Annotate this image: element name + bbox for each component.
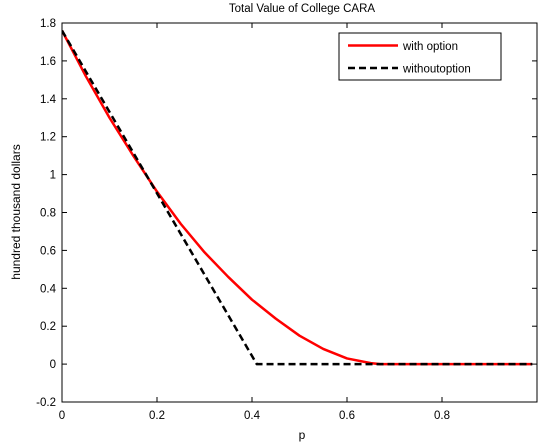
legend-label-with-option: with option (402, 41, 458, 53)
y-tick-label: 0.8 (40, 208, 56, 220)
x-axis-label: p (299, 428, 306, 442)
y-tick-label: 1.6 (40, 56, 56, 68)
x-tick-label: 0.2 (149, 410, 165, 422)
x-tick-label: 0.8 (434, 410, 450, 422)
y-tick-label: 0.4 (40, 283, 57, 295)
x-tick-label: 0.4 (244, 410, 261, 422)
chart-title: Total Value of College CARA (229, 3, 375, 15)
series-line-with-option (62, 30, 533, 366)
x-axis: 0 0.2 0.4 0.6 0.8 (59, 23, 450, 422)
y-tick-label: 1.4 (40, 94, 57, 106)
y-tick-label: 1.2 (40, 132, 56, 144)
y-axis: -0.2 0 0.2 0.4 0.6 0.8 1 1.2 1.4 1.6 1.8 (36, 18, 537, 409)
y-tick-label: 0.2 (40, 321, 56, 333)
x-tick-label: 0 (59, 410, 65, 422)
y-tick-label: 0.6 (40, 245, 56, 257)
y-tick-label: 1.8 (40, 18, 56, 30)
y-tick-label: 1 (50, 170, 56, 182)
x-tick-label: 0.6 (339, 410, 355, 422)
y-tick-label: 0 (50, 359, 56, 371)
y-axis-label: hundred thousand dollars (9, 144, 23, 279)
series-line-without-option (62, 29, 533, 366)
legend: with option withoutoption (338, 32, 502, 81)
y-tick-label: -0.2 (36, 397, 56, 409)
legend-label-without-option: withoutoption (402, 64, 471, 76)
legend-box (338, 32, 502, 81)
